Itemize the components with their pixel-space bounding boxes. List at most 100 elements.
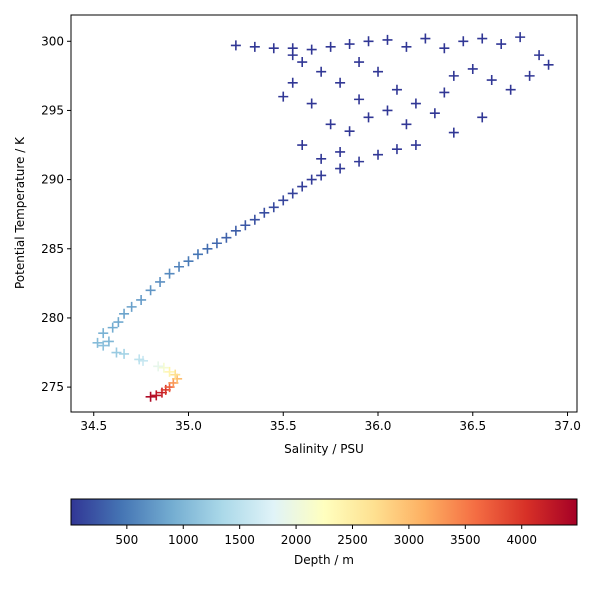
point	[515, 32, 526, 43]
point	[164, 268, 175, 279]
point	[486, 75, 497, 86]
x-tick-label: 34.5	[80, 419, 107, 433]
point	[202, 243, 213, 254]
point	[145, 391, 156, 402]
point	[164, 366, 175, 377]
point	[103, 336, 114, 347]
point	[477, 33, 488, 44]
point	[278, 195, 289, 206]
colorbar-tick-label: 1500	[224, 533, 255, 547]
point	[543, 59, 554, 70]
y-tick-label: 295	[41, 103, 64, 117]
point	[230, 225, 241, 236]
point	[92, 337, 103, 348]
point	[467, 63, 478, 74]
point	[306, 174, 317, 185]
point	[297, 57, 308, 68]
point	[151, 390, 162, 401]
y-tick-label: 300	[41, 34, 64, 48]
point	[429, 108, 440, 119]
point	[477, 112, 488, 123]
point	[439, 87, 450, 98]
colorbar-tick-label: 2500	[337, 533, 368, 547]
point	[382, 105, 393, 116]
x-axis-label: Salinity / PSU	[284, 442, 364, 456]
point	[306, 44, 317, 55]
point	[373, 149, 384, 160]
point	[126, 301, 137, 312]
x-tick-label: 35.0	[175, 419, 202, 433]
point	[325, 41, 336, 52]
point	[278, 91, 289, 102]
y-axis-label: Potential Temperature / K	[13, 136, 27, 289]
colorbar	[70, 498, 578, 526]
point	[172, 373, 183, 384]
colorbar-tick-label: 500	[115, 533, 138, 547]
point	[287, 188, 298, 199]
point	[249, 41, 260, 52]
point	[448, 127, 459, 138]
point	[98, 340, 109, 351]
x-tick-label: 35.5	[270, 419, 297, 433]
plot-frame	[70, 14, 578, 413]
point	[410, 140, 421, 151]
point	[316, 153, 327, 164]
point	[401, 119, 412, 130]
point	[354, 156, 365, 167]
point	[297, 140, 308, 151]
point	[174, 261, 185, 272]
x-tick-label: 36.0	[365, 419, 392, 433]
point	[249, 214, 260, 225]
y-tick-label: 275	[41, 380, 64, 394]
point	[155, 276, 166, 287]
point	[439, 43, 450, 54]
point	[458, 36, 469, 47]
point	[316, 170, 327, 181]
point	[382, 34, 393, 45]
point	[448, 70, 459, 81]
point	[534, 50, 545, 61]
point	[335, 77, 346, 88]
point	[111, 347, 122, 358]
colorbar-tick-label: 3000	[394, 533, 425, 547]
colorbar-tick-label: 1000	[168, 533, 199, 547]
point	[354, 94, 365, 105]
point	[306, 98, 317, 109]
x-tick-label: 36.5	[459, 419, 486, 433]
point	[240, 220, 251, 231]
point	[287, 77, 298, 88]
point	[107, 322, 118, 333]
point	[211, 238, 222, 249]
point	[268, 202, 279, 213]
point	[335, 163, 346, 174]
point	[391, 84, 402, 95]
point	[496, 39, 507, 50]
colorbar-tick-label: 4000	[506, 533, 537, 547]
point	[391, 144, 402, 155]
point	[153, 361, 164, 372]
point	[297, 181, 308, 192]
point	[335, 146, 346, 157]
point	[373, 66, 384, 77]
point	[420, 33, 431, 44]
point	[524, 70, 535, 81]
point	[344, 39, 355, 50]
point	[259, 207, 270, 218]
point	[505, 84, 516, 95]
point	[363, 112, 374, 123]
point	[221, 232, 232, 243]
point	[287, 50, 298, 61]
point	[158, 362, 169, 373]
point	[325, 119, 336, 130]
colorbar-tick-label: 3500	[450, 533, 481, 547]
point	[98, 328, 109, 339]
point	[363, 36, 374, 47]
point	[136, 294, 147, 305]
point	[119, 308, 130, 319]
point	[230, 40, 241, 51]
point	[134, 354, 145, 365]
point	[119, 348, 130, 359]
point	[268, 43, 279, 54]
point	[192, 249, 203, 260]
